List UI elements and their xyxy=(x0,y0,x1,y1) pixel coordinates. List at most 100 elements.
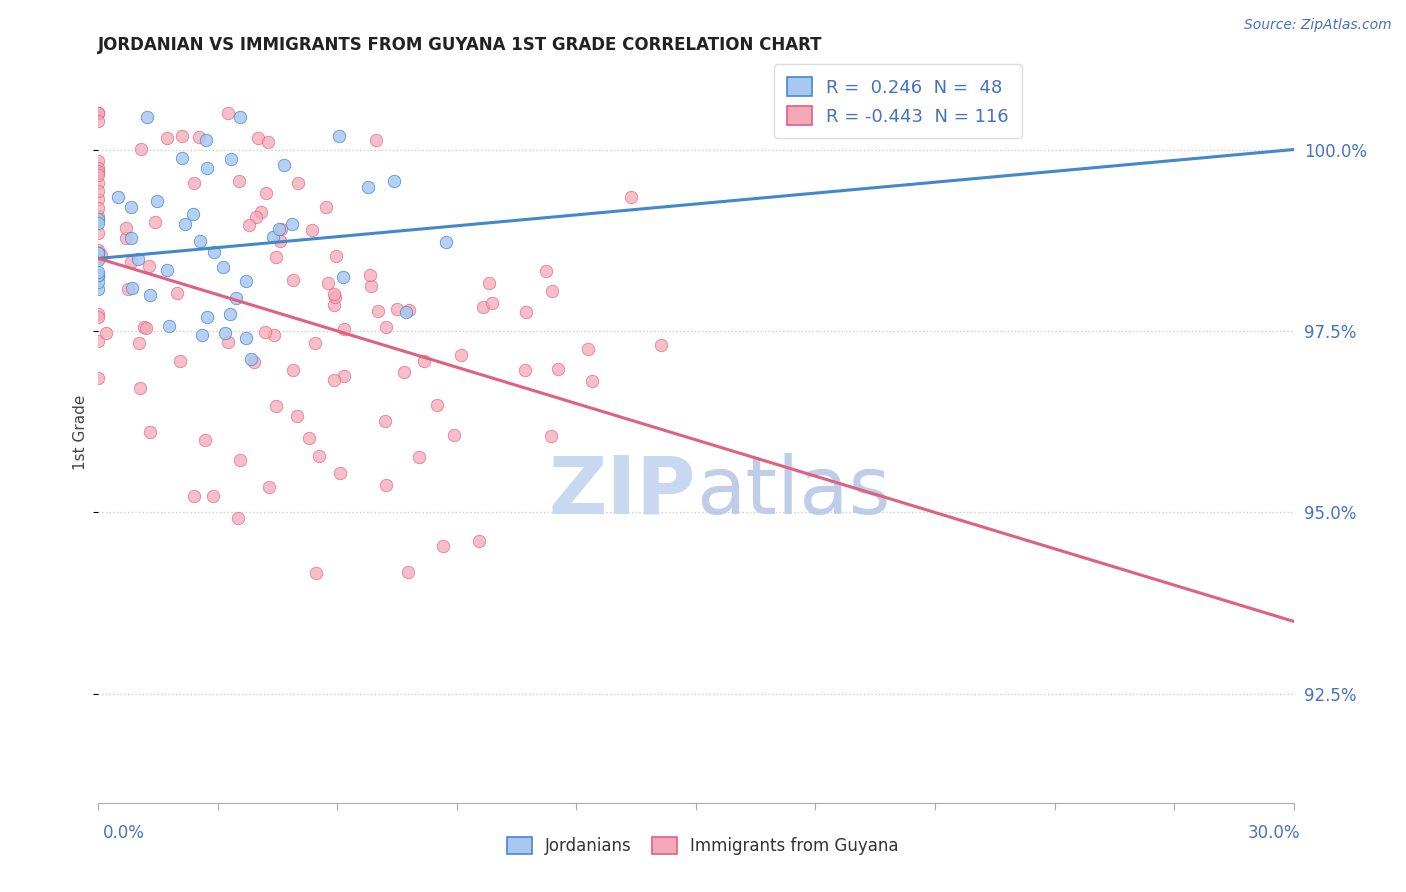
Point xyxy=(329,466,352,480)
Point xyxy=(219,153,242,167)
Point xyxy=(269,234,291,248)
Point xyxy=(620,190,643,204)
Point xyxy=(375,319,398,334)
Point xyxy=(396,566,419,580)
Point xyxy=(87,185,110,199)
Point xyxy=(87,268,110,283)
Point xyxy=(228,453,250,467)
Point xyxy=(87,212,110,227)
Point xyxy=(87,252,110,266)
Point xyxy=(183,489,205,503)
Point xyxy=(136,110,159,124)
Point xyxy=(322,298,344,312)
Point xyxy=(229,110,252,124)
Point xyxy=(87,282,110,296)
Point xyxy=(315,200,337,214)
Point xyxy=(443,427,465,442)
Point xyxy=(87,243,110,257)
Point xyxy=(120,254,142,268)
Point xyxy=(170,129,193,144)
Point xyxy=(87,192,110,206)
Point xyxy=(87,310,110,325)
Point xyxy=(367,303,389,318)
Point xyxy=(87,244,110,259)
Point xyxy=(301,222,323,236)
Point xyxy=(285,409,308,423)
Point xyxy=(240,351,263,366)
Point xyxy=(226,510,249,524)
Point xyxy=(250,204,273,219)
Point xyxy=(267,222,290,236)
Point xyxy=(333,322,356,336)
Point xyxy=(374,478,396,492)
Point xyxy=(432,539,454,553)
Text: JORDANIAN VS IMMIGRANTS FROM GUYANA 1ST GRADE CORRELATION CHART: JORDANIAN VS IMMIGRANTS FROM GUYANA 1ST … xyxy=(98,36,823,54)
Point xyxy=(273,158,295,172)
Point xyxy=(332,270,354,285)
Point xyxy=(385,302,408,317)
Legend: Jordanians, Immigrants from Guyana: Jordanians, Immigrants from Guyana xyxy=(501,830,905,862)
Point xyxy=(87,246,110,260)
Point xyxy=(135,321,157,335)
Point xyxy=(127,252,149,266)
Point xyxy=(87,161,110,175)
Point xyxy=(266,399,288,413)
Point xyxy=(395,304,418,318)
Point xyxy=(581,374,603,388)
Point xyxy=(169,354,191,368)
Point xyxy=(304,336,326,351)
Point xyxy=(87,334,110,348)
Point xyxy=(398,302,420,317)
Point xyxy=(195,310,218,325)
Legend: R =  0.246  N =  48, R = -0.443  N = 116: R = 0.246 N = 48, R = -0.443 N = 116 xyxy=(773,64,1022,138)
Point xyxy=(87,371,110,385)
Point xyxy=(128,336,150,351)
Point xyxy=(87,252,110,267)
Point xyxy=(218,334,240,349)
Point xyxy=(478,277,501,291)
Point xyxy=(138,259,160,273)
Point xyxy=(121,280,143,294)
Point xyxy=(214,326,236,341)
Point xyxy=(87,176,110,190)
Point xyxy=(107,189,129,203)
Point xyxy=(117,282,139,296)
Point xyxy=(96,326,118,341)
Point xyxy=(266,251,288,265)
Point xyxy=(183,177,205,191)
Point xyxy=(540,429,562,443)
Point xyxy=(188,130,211,145)
Text: ZIP: ZIP xyxy=(548,453,696,531)
Point xyxy=(181,207,204,221)
Point xyxy=(87,168,110,182)
Point xyxy=(357,179,380,194)
Point xyxy=(235,331,257,345)
Text: 30.0%: 30.0% xyxy=(1249,824,1301,842)
Point xyxy=(281,273,304,287)
Point xyxy=(87,106,110,120)
Point xyxy=(257,479,280,493)
Point xyxy=(204,244,226,259)
Point xyxy=(87,113,110,128)
Point xyxy=(257,135,280,149)
Point xyxy=(426,399,449,413)
Point xyxy=(87,106,110,120)
Point xyxy=(360,278,382,293)
Point xyxy=(263,327,285,342)
Point xyxy=(143,214,166,228)
Point xyxy=(323,373,346,387)
Point xyxy=(325,249,347,263)
Point xyxy=(195,161,218,176)
Point xyxy=(156,263,179,277)
Point xyxy=(434,235,457,249)
Point xyxy=(287,177,309,191)
Point xyxy=(115,220,138,235)
Point xyxy=(201,489,224,503)
Point xyxy=(87,308,110,322)
Point xyxy=(228,174,250,188)
Point xyxy=(87,154,110,169)
Point xyxy=(481,295,503,310)
Point xyxy=(281,218,304,232)
Point xyxy=(235,274,257,288)
Point xyxy=(145,194,167,208)
